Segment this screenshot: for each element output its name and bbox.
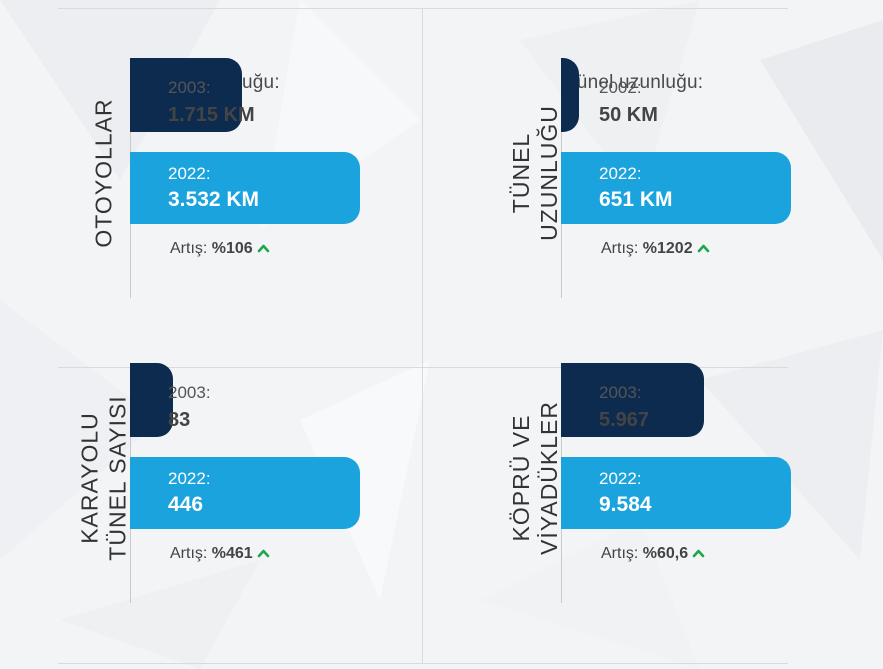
- chevron-up-icon: [692, 545, 705, 563]
- new-year-label: 2022:: [599, 469, 642, 488]
- vertical-divider: [422, 8, 423, 663]
- new-year-label: 2022:: [168, 469, 211, 488]
- old-year-label: 2002:: [599, 78, 642, 97]
- increase-row: Artış: %106: [56, 240, 422, 258]
- middle-divider: [58, 367, 788, 368]
- chevron-up-icon: [697, 240, 710, 258]
- bar-2022: [130, 152, 360, 224]
- new-value-label: 446: [168, 493, 204, 516]
- bar-2003: [130, 58, 242, 132]
- bar-2003: [561, 363, 704, 437]
- increase-value: %1202: [642, 240, 693, 258]
- new-year-label: 2022:: [599, 164, 642, 183]
- new-value-label: 651 KM: [599, 188, 673, 211]
- increase-value: %106: [211, 240, 253, 258]
- increase-row: Artış: %461: [56, 545, 422, 563]
- increase-label: Artış:: [601, 240, 643, 258]
- side-label-text: KARAYOLU TÜNEL SAYISI: [77, 394, 131, 561]
- increase-label: Artış:: [170, 240, 212, 258]
- old-year-label: 2003:: [168, 78, 211, 97]
- chart-panel-2: Tünel uzunluğu: TÜNEL UZUNLUĞU 2002: 50 KM 20…: [487, 10, 853, 315]
- panel-subtitle: Tünel uzunluğu:: [565, 72, 704, 93]
- bar-2022: [561, 152, 791, 224]
- new-value-label: 3.532 KM: [168, 188, 260, 211]
- bar-2002: [561, 58, 579, 132]
- chevron-up-icon: [257, 240, 270, 258]
- increase-value: %461: [211, 545, 253, 563]
- bottom-divider: [58, 663, 788, 664]
- old-value-label: 1.715 KM: [168, 104, 255, 126]
- old-year-label: 2003:: [599, 383, 642, 402]
- bar-2022: [561, 457, 791, 529]
- chart-panel-3: KARAYOLU TÜNEL SAYISI 2003: 83 2022: 446 Artış…: [56, 315, 422, 620]
- increase-row: Artış: %60,6: [487, 545, 853, 563]
- chart-panel-4: KÖPRÜ VE VİYADÜKLER 2003: 5.967 2022: 9.584 Ar…: [487, 315, 853, 620]
- increase-value: %60,6: [642, 545, 689, 563]
- increase-row: Artış: %1202: [487, 240, 853, 258]
- new-value-label: 9.584: [599, 493, 652, 516]
- bar-2022: [130, 457, 360, 529]
- side-label-text: OTOYOLLAR: [91, 97, 117, 248]
- side-label-text: KÖPRÜ VE VİYADÜKLER: [508, 400, 563, 555]
- side-label-text: TÜNEL UZUNLUĞU: [508, 104, 562, 241]
- top-divider: [58, 8, 788, 9]
- chevron-up-icon: [257, 545, 270, 563]
- increase-label: Artış:: [601, 545, 643, 563]
- old-value-label: 5.967: [599, 409, 650, 431]
- old-value-label: 83: [168, 409, 191, 431]
- increase-label: Artış:: [170, 545, 212, 563]
- bar-2003: [130, 363, 173, 437]
- new-year-label: 2022:: [168, 164, 211, 183]
- old-year-label: 2003:: [168, 383, 211, 402]
- old-value-label: 50 KM: [599, 104, 658, 126]
